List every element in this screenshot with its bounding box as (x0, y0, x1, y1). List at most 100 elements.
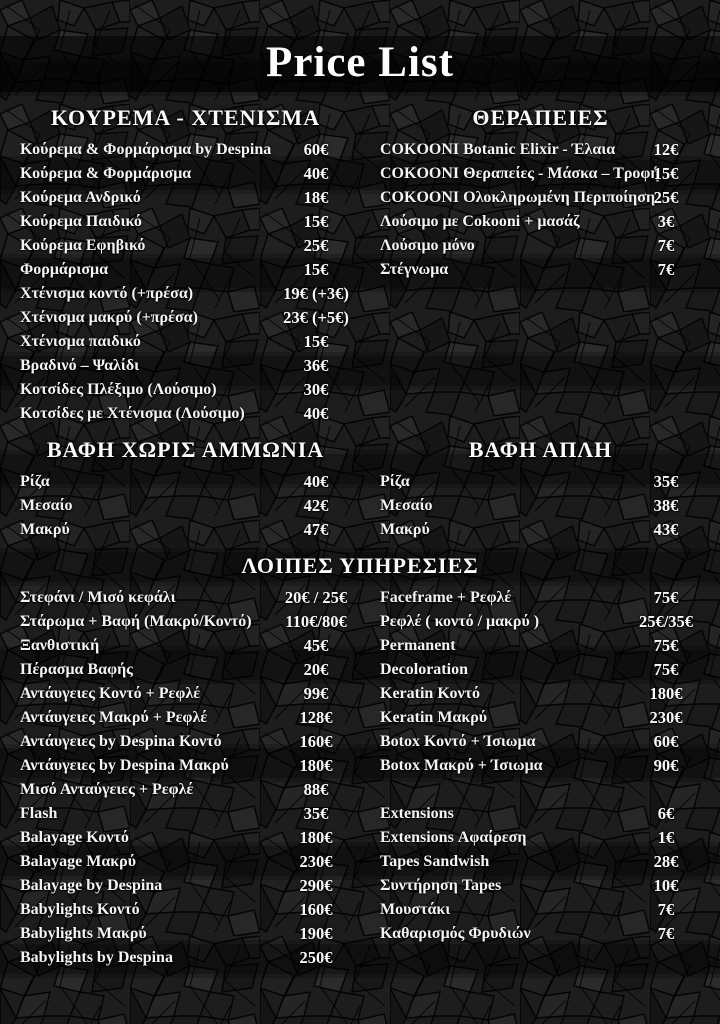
price-row: Extensions Αφαίρεση 1€ (380, 826, 701, 850)
price-row: Balayage by Despina 290€ (20, 874, 351, 898)
price-row: Decoloration 75€ (380, 658, 701, 682)
price-row: Flash 35€ (20, 802, 351, 826)
price-row: Χτένισμα παιδικό 15€ (20, 330, 351, 354)
loipes-right-items: Faceframe + Ρεφλέ 75€ Ρεφλέ ( κοντό / μακρ… (360, 586, 720, 970)
item-label: Αντάυγειες Κοντό + Ρεφλέ (20, 685, 201, 702)
item-price: 18€ (303, 188, 329, 207)
item-price: 35€ (303, 804, 329, 823)
item-price: 45€ (303, 636, 329, 655)
price-row: Κούρεμα Ανδρικό 18€ (20, 186, 351, 210)
item-price: 90€ (653, 756, 679, 775)
section-therapeies: ΘΕΡΑΠΕΙΕΣ COKOONI Botanic Elixir - Έλαια… (360, 104, 720, 426)
item-price: 160€ (299, 732, 333, 751)
item-label: Μεσαίο (20, 497, 73, 514)
item-price: 25€ (303, 236, 329, 255)
item-label: Botox Κοντό + Ίσιωμα (380, 733, 536, 750)
item-price: 60€ (653, 732, 679, 751)
section-loipes-ypiresies: ΛΟΙΠΕΣ ΥΠΗΡΕΣΙΕΣ Στεφάνι / Μισό κεφάλι 20… (0, 552, 720, 970)
item-price: 88€ (303, 780, 329, 799)
price-row: Permanent 75€ (380, 634, 701, 658)
price-row: Ρίζα 40€ (20, 470, 351, 494)
item-price: 180€ (299, 828, 333, 847)
item-label: Flash (20, 805, 58, 822)
therapeies-items: COKOONI Botanic Elixir - Έλαια 12€ COKOONI… (380, 138, 701, 282)
item-price: 10€ (653, 876, 679, 895)
price-row: Babylights Μακρύ 190€ (20, 922, 351, 946)
item-price: 25€/35€ (638, 612, 694, 631)
item-label: Αντάυγειες by Despina Μακρύ (20, 757, 229, 774)
loipes-left-items: Στεφάνι / Μισό κεφάλι 20€ / 25€ Στάρωμα + … (0, 586, 360, 970)
item-label: Πέρασμα Βαφής (20, 661, 133, 678)
price-row: Μακρύ 47€ (20, 518, 351, 542)
item-label: Κούρεμα & Φορμάρισμα by Despina (20, 141, 272, 158)
price-row: Babylights by Despina 250€ (20, 946, 351, 970)
item-price: 15€ (303, 260, 329, 279)
section-kourema-xtenisma: ΚΟΥΡΕΜΑ - ΧΤΕΝΙΣΜΑ Κούρεμα & Φορμάρισμα … (0, 104, 360, 426)
item-label: Χτένισμα παιδικό (20, 333, 141, 350)
price-row: Πέρασμα Βαφής 20€ (20, 658, 351, 682)
item-label: Balayage by Despina (20, 877, 163, 894)
item-label: Αντάυγειες Μακρύ + Ρεφλέ (20, 709, 208, 726)
item-price: 36€ (303, 356, 329, 375)
item-price: 12€ (653, 140, 679, 159)
section-header-therapeies: ΘΕΡΑΠΕΙΕΣ (472, 105, 609, 130)
item-price: 47€ (303, 520, 329, 539)
item-label: Κοτσίδες Πλέξιμο (Λούσιμο) (20, 381, 217, 398)
item-label: Κούρεμα & Φορμάρισμα (20, 165, 192, 182)
item-price: 290€ (299, 876, 333, 895)
price-row: Κούρεμα Εφηβικό 25€ (20, 234, 351, 258)
item-price: 160€ (299, 900, 333, 919)
price-row: Χτένισμα κοντό (+πρέσα) 19€ (+3€) (20, 282, 351, 306)
price-row: Χτένισμα μακρύ (+πρέσα) 23€ (+5€) (20, 306, 351, 330)
price-row: Κοτσίδες με Χτένισμα (Λούσιμο) 40€ (20, 402, 351, 426)
item-price: 38€ (653, 496, 679, 515)
page-title: Price List (266, 39, 454, 86)
item-price: 25€ (653, 188, 679, 207)
item-price: 28€ (653, 852, 679, 871)
price-row: COKOONI Botanic Elixir - Έλαια 12€ (380, 138, 701, 162)
item-price: 20€ (303, 660, 329, 679)
item-label: Extensions Αφαίρεση (380, 829, 527, 846)
price-row: Βραδινό – Ψαλίδι 36€ (20, 354, 351, 378)
item-label: COKOONI Botanic Elixir - Έλαια (380, 141, 616, 158)
item-price: 7€ (657, 236, 675, 255)
item-label: Καθαρισμός Φρυδιών (380, 925, 531, 942)
item-price: 3€ (657, 212, 675, 231)
item-label: Tapes Sandwish (380, 853, 490, 870)
item-price: 75€ (653, 636, 679, 655)
price-row: Φορμάρισμα 15€ (20, 258, 351, 282)
item-price: 75€ (653, 660, 679, 679)
price-row: Ξανθιστική 45€ (20, 634, 351, 658)
item-label: Συντήρηση Tapes (380, 877, 502, 894)
price-row: Καθαρισμός Φρυδιών 7€ (380, 922, 701, 946)
item-label: Λούσιμο μόνο (380, 237, 475, 254)
price-row: Λούσιμο μόνο 7€ (380, 234, 701, 258)
item-label: Μακρύ (20, 521, 70, 538)
item-price: 230€ (649, 708, 683, 727)
price-row: Κοτσίδες Πλέξιμο (Λούσιμο) 30€ (20, 378, 351, 402)
item-label: Στεφάνι / Μισό κεφάλι (20, 589, 176, 606)
item-price: 230€ (299, 852, 333, 871)
item-price: 43€ (653, 520, 679, 539)
item-price: 6€ (657, 804, 675, 823)
item-label: Χτένισμα κοντό (+πρέσα) (20, 285, 194, 302)
price-row: Μακρύ 43€ (380, 518, 701, 542)
item-label: Μακρύ (380, 521, 430, 538)
item-price: 19€ (+3€) (283, 284, 349, 303)
section-vafi-xoris-ammonia: ΒΑΦΗ ΧΩΡΙΣ ΑΜΜΩΝΙΑ Ρίζα 40€ Μεσαίο 42€ Μακρύ… (0, 436, 360, 542)
item-label: Λούσιμο με Cokooni + μασάζ (380, 213, 580, 230)
item-label: Κούρεμα Παιδικό (20, 213, 142, 230)
item-label: Babylights Κοντό (20, 901, 140, 918)
price-row: Στέγνωμα 7€ (380, 258, 701, 282)
item-price: 15€ (303, 212, 329, 231)
item-price: 7€ (657, 924, 675, 943)
kourema-items: Κούρεμα & Φορμάρισμα by Despina 60€ Κούρεμ… (20, 138, 351, 426)
price-row: Μεσαίο 42€ (20, 494, 351, 518)
item-label: Ρεφλέ ( κοντό / μακρύ ) (380, 613, 540, 630)
price-row: Keratin Κοντό 180€ (380, 682, 701, 706)
item-label: Keratin Μακρύ (380, 709, 488, 726)
item-label: Φορμάρισμα (20, 261, 109, 278)
item-label: Στάρωμα + Βαφή (Μακρύ/Κοντό) (20, 613, 252, 630)
price-row: Botox Μακρύ + Ίσιωμα 90€ (380, 754, 701, 778)
item-price: 40€ (303, 164, 329, 183)
